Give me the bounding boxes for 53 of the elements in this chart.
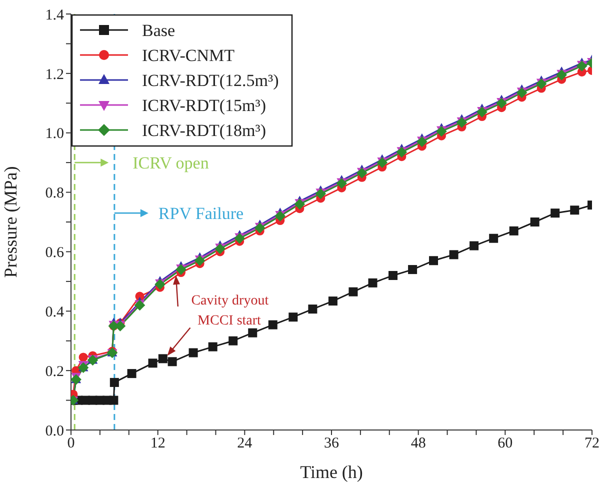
x-axis-title: Time (h) [300,462,363,482]
y-tick-label: 0.0 [45,423,64,440]
point [550,208,560,218]
point [288,312,298,322]
point [168,357,177,366]
point [268,320,278,330]
ref-line-label: RPV Failure [158,204,244,224]
point [470,241,479,250]
legend-label: Base [142,21,176,40]
y-tick-label: 0.6 [45,245,64,262]
point [489,234,498,243]
x-tick-label: 36 [324,436,340,452]
point [388,270,398,280]
point [127,369,136,378]
point [408,265,418,274]
x-tick-label: 12 [150,436,166,452]
legend-label: ICRV-RDT(12.5m³) [142,71,279,90]
point [308,304,318,314]
x-tick-label: 48 [410,436,426,452]
annotation: MCCI start [198,314,262,329]
ref-line-label: ICRV open [132,154,210,173]
annotation: Cavity dryout [191,293,269,308]
point [570,206,580,215]
point [148,358,158,368]
point [328,296,338,306]
point [228,336,238,346]
x-tick-label: 72 [584,436,600,452]
point [208,342,218,352]
point [78,352,88,362]
point [368,278,378,288]
y-tick-label: 1.4 [45,7,64,24]
x-tick-label: 60 [498,436,513,452]
point [509,226,518,236]
point [188,348,198,358]
y-axis-title: Pressure (MPa) [0,166,20,278]
y-tick-label: 1.0 [45,126,64,142]
y-tick-label: 0.2 [45,364,64,380]
point [248,328,258,338]
point [449,250,458,260]
legend-label: ICRV-RDT(18m³) [142,121,266,140]
x-tick-label: 0 [67,436,75,452]
x-tick-label: 24 [237,436,253,452]
point [530,218,540,226]
point [109,396,118,405]
point [348,287,358,296]
y-tick-label: 0.8 [45,186,64,202]
legend-label: ICRV-CNMT [142,46,236,65]
point [429,256,438,266]
y-tick-label: 1.2 [45,66,64,83]
y-tick-label: 0.4 [45,304,64,320]
legend-label: ICRV-RDT(15m³) [142,96,266,115]
point [158,354,168,364]
point [110,378,119,387]
